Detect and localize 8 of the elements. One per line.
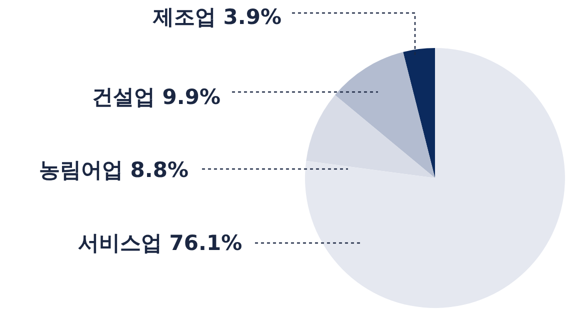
slice-label: 농림어업 8.8% bbox=[39, 158, 189, 182]
slice-label: 서비스업 76.1% bbox=[78, 231, 242, 255]
pie-slice bbox=[403, 48, 435, 178]
slice-label: 건설업 9.9% bbox=[92, 85, 221, 109]
pie-slice bbox=[306, 95, 435, 178]
pie-slice bbox=[334, 52, 435, 178]
slice-label: 제조업 3.9% bbox=[152, 5, 282, 29]
pie-slice bbox=[305, 48, 565, 308]
